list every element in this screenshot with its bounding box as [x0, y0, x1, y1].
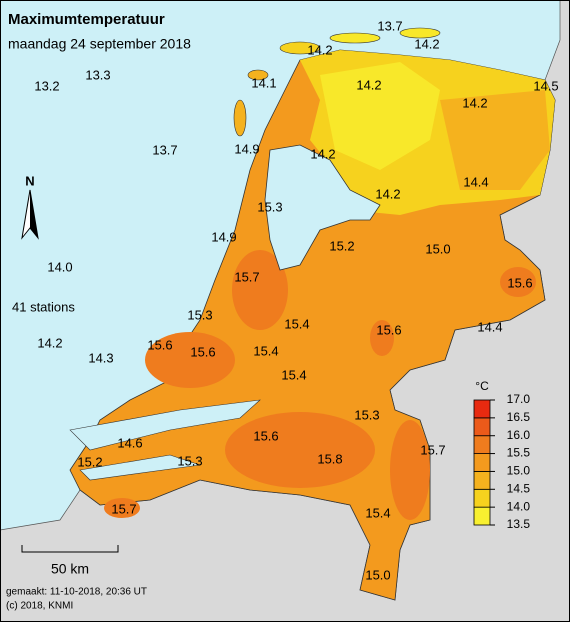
station-value: 15.4 [253, 343, 278, 358]
station-value: 14.2 [310, 146, 335, 161]
legend-bin [473, 453, 491, 472]
legend-tick-label: 13.5 [507, 517, 531, 531]
ijsselmeer [264, 144, 381, 271]
station-value: 15.2 [329, 238, 354, 253]
station-value: 14.2 [356, 77, 381, 92]
station-value: 15.0 [425, 241, 450, 256]
warm-region [232, 250, 288, 330]
estuaries [69, 399, 261, 481]
legend-tick-label: 14.5 [507, 481, 531, 495]
warm-region [500, 267, 536, 297]
station-value: 14.5 [533, 78, 558, 93]
station-value: 15.4 [281, 367, 306, 382]
station-value: 14.9 [211, 229, 236, 244]
station-value: 14.1 [251, 75, 276, 90]
north-label: N [25, 173, 34, 188]
footer: (c) 2018, KNMI [6, 601, 73, 612]
station-value: 13.2 [34, 78, 59, 93]
station-value: 15.6 [190, 344, 215, 359]
legend-tick-label: 16.5 [507, 410, 531, 424]
station-value: 15.4 [284, 316, 309, 331]
island [247, 69, 269, 81]
legend-bin [473, 488, 491, 508]
coolest-region [320, 62, 440, 170]
station-value: 14.2 [375, 186, 400, 201]
north-arrow-half [30, 190, 38, 238]
station-value: 14.2 [37, 335, 62, 350]
station-value: 15.3 [257, 199, 282, 214]
island [399, 27, 441, 39]
station-value: 14.2 [307, 42, 332, 57]
station-value: 14.2 [462, 95, 487, 110]
station-value: 15.6 [147, 337, 172, 352]
station-value: 15.3 [354, 407, 379, 422]
warm-region [104, 498, 140, 518]
legend-bin [473, 417, 491, 437]
station-value: 15.2 [77, 454, 102, 469]
station-value: 15.6 [253, 428, 278, 443]
station-value: 15.3 [187, 307, 212, 322]
map-subtitle: maandag 24 september 2018 [8, 36, 191, 52]
station-value: 15.8 [317, 451, 342, 466]
station-value: 13.7 [152, 142, 177, 157]
legend-unit: °C [475, 379, 489, 393]
legend-tick-label: 17.0 [507, 392, 531, 406]
legend-tick-label: 15.0 [507, 464, 531, 478]
station-value: 15.7 [111, 501, 136, 516]
station-value: 15.7 [420, 442, 445, 457]
island [279, 41, 321, 55]
warm-region [390, 420, 430, 520]
station-value: 15.3 [177, 453, 202, 468]
station-value: 14.9 [234, 141, 259, 156]
station-value: 14.4 [477, 319, 502, 334]
legend-bin [473, 399, 491, 419]
station-count: 41 stations [12, 299, 75, 314]
footer: gemaakt: 11-10-2018, 20:36 UT [6, 587, 147, 598]
legend-tick-label: 15.5 [507, 446, 531, 460]
station-value: 15.4 [365, 505, 390, 520]
station-value: 15.7 [234, 269, 259, 284]
region [440, 90, 550, 190]
island [233, 99, 247, 137]
legend-bin [473, 471, 491, 490]
station-value: 14.4 [463, 174, 488, 189]
station-value: 15.6 [376, 322, 401, 337]
legend-bin [473, 506, 491, 526]
station-value: 15.6 [507, 275, 532, 290]
station-value: 13.3 [85, 67, 110, 82]
map-title: Maximumtemperatuur [8, 11, 165, 28]
station-value: 14.2 [414, 36, 439, 51]
legend-bin [473, 435, 491, 454]
station-value: 14.0 [47, 259, 72, 274]
station-value: 15.0 [365, 567, 390, 582]
legend-tick-label: 16.0 [507, 428, 531, 442]
warm-region [145, 332, 235, 388]
station-value: 14.6 [117, 435, 142, 450]
island [329, 32, 381, 44]
scale-label: 50 km [51, 561, 89, 577]
scale-bar [21, 545, 119, 553]
warm-region [225, 412, 375, 488]
station-value: 14.3 [88, 350, 113, 365]
warm-region [370, 320, 394, 356]
station-value: 13.7 [377, 18, 402, 33]
legend-tick-label: 14.0 [507, 499, 531, 513]
